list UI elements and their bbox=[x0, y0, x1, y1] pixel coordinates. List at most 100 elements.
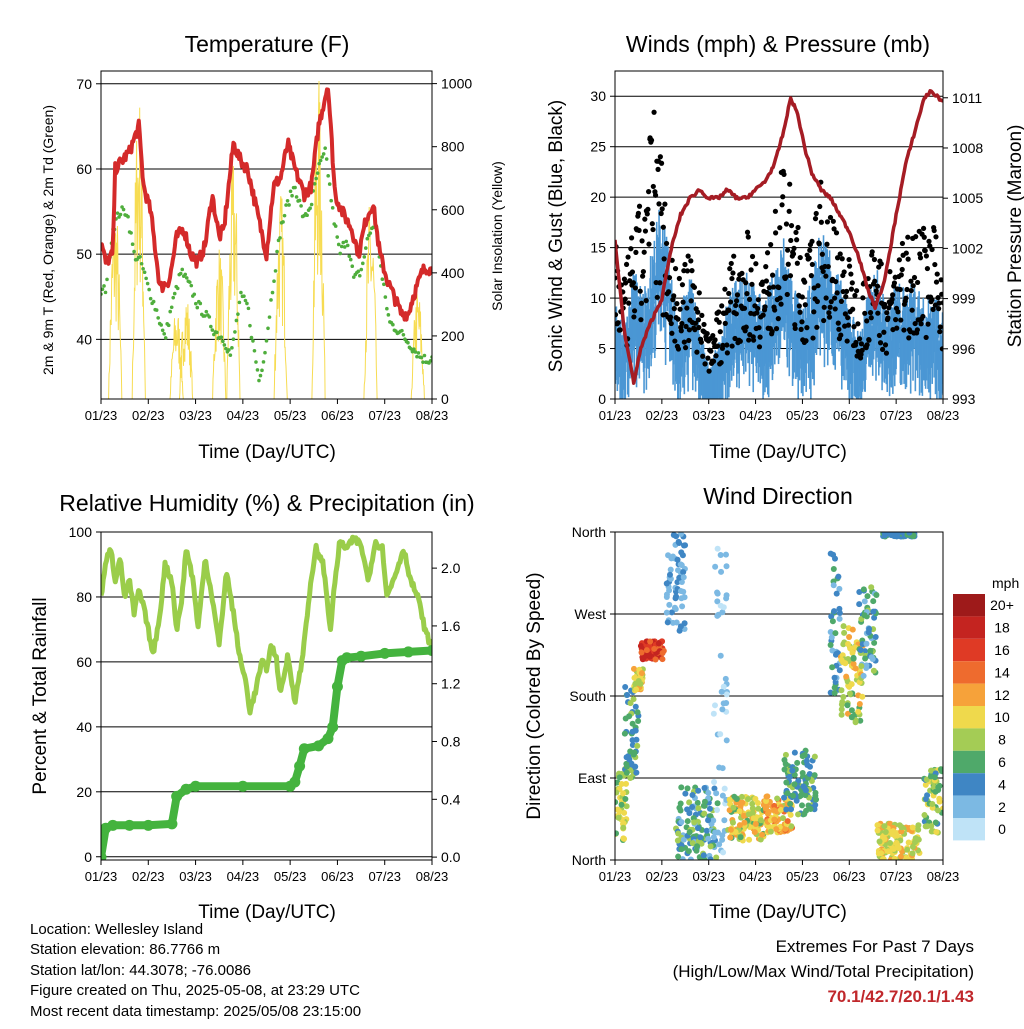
direction-point bbox=[726, 796, 733, 803]
gust-point bbox=[818, 219, 824, 225]
direction-point bbox=[633, 686, 640, 693]
direction-point bbox=[716, 841, 723, 848]
precipitation-point bbox=[327, 721, 339, 733]
gust-point bbox=[920, 225, 927, 232]
direction-point bbox=[723, 563, 730, 570]
gust-point bbox=[675, 346, 682, 352]
direction-point bbox=[909, 843, 916, 850]
direction-point bbox=[719, 609, 726, 616]
gust-point bbox=[726, 307, 732, 313]
gust-point bbox=[842, 311, 848, 317]
gust-point bbox=[811, 309, 817, 315]
gust-point bbox=[874, 283, 881, 289]
direction-point bbox=[664, 619, 671, 626]
gust-point bbox=[777, 225, 783, 231]
direction-point bbox=[832, 651, 839, 658]
direction-chart: 20+ 18 16 14 12 10 8 6 4 2 0 North East South West Nort… bbox=[569, 524, 1013, 884]
direction-point bbox=[767, 828, 774, 835]
direction-point bbox=[680, 836, 687, 843]
dewpoint-point bbox=[138, 254, 142, 259]
direction-point bbox=[710, 817, 717, 824]
gust-point bbox=[684, 268, 691, 274]
gust-point bbox=[640, 268, 646, 275]
direction-point bbox=[802, 792, 809, 799]
gust-point bbox=[871, 256, 878, 263]
direction-point bbox=[686, 810, 693, 817]
direction-point bbox=[771, 802, 778, 809]
direction-point bbox=[659, 656, 666, 663]
gust-point bbox=[676, 275, 682, 282]
gust-point bbox=[692, 320, 699, 326]
station-info: Location: Wellesley Island Station eleva… bbox=[30, 920, 361, 1022]
humidity-xlabel: Time (Day/UTC) bbox=[198, 902, 336, 923]
gust-point bbox=[914, 327, 920, 333]
dewpoint-point bbox=[288, 189, 293, 194]
gust-point bbox=[729, 343, 735, 349]
gust-point bbox=[708, 348, 714, 354]
direction-point bbox=[678, 846, 685, 853]
direction-point bbox=[621, 809, 628, 816]
direction-point bbox=[827, 641, 834, 648]
direction-point bbox=[663, 609, 670, 616]
dewpoint-point bbox=[239, 290, 243, 295]
gust-point bbox=[739, 270, 745, 276]
direction-point bbox=[729, 819, 736, 826]
gust-point bbox=[876, 332, 883, 339]
direction-point bbox=[848, 681, 855, 688]
direction-point bbox=[836, 585, 843, 592]
winds-y2tick-label: 1005 bbox=[952, 190, 983, 206]
gust-point bbox=[733, 302, 739, 309]
dewpoint-point bbox=[309, 202, 314, 207]
gust-point bbox=[728, 260, 734, 267]
direction-point bbox=[668, 609, 675, 616]
direction-point bbox=[859, 693, 866, 700]
gust-point bbox=[734, 292, 741, 298]
precipitation-point bbox=[166, 818, 178, 830]
direction-point bbox=[829, 618, 836, 625]
temperature-y2tick-label: 600 bbox=[441, 202, 465, 218]
gust-point bbox=[641, 249, 647, 255]
direction-point bbox=[898, 824, 905, 831]
gust-point bbox=[756, 344, 763, 350]
temperature-xtick-label: 05/23 bbox=[274, 408, 307, 423]
direction-point bbox=[857, 717, 864, 724]
temperature-xtick-label: 03/23 bbox=[179, 408, 212, 423]
direction-point bbox=[909, 850, 916, 857]
gust-point bbox=[668, 320, 674, 327]
direction-point bbox=[910, 533, 917, 540]
direction-point bbox=[835, 573, 842, 580]
solar-insolation-spike bbox=[131, 107, 146, 399]
direction-point bbox=[615, 799, 619, 806]
direction-point bbox=[850, 655, 857, 662]
precipitation-point bbox=[123, 819, 135, 831]
gust-point bbox=[682, 261, 688, 268]
direction-point bbox=[849, 649, 856, 656]
gust-point bbox=[640, 273, 646, 279]
direction-point bbox=[858, 663, 865, 670]
gust-point bbox=[937, 324, 943, 330]
gust-point bbox=[824, 241, 830, 247]
direction-point bbox=[836, 605, 843, 612]
gust-point bbox=[879, 346, 886, 353]
direction-point bbox=[912, 839, 919, 846]
direction-point bbox=[765, 808, 772, 815]
dewpoint-point bbox=[132, 249, 136, 254]
gust-point bbox=[827, 214, 834, 221]
humidity-ytick-label: 40 bbox=[76, 719, 92, 735]
gust-point bbox=[679, 282, 686, 288]
direction-xlabel: Time (Day/UTC) bbox=[709, 902, 847, 923]
recent-text: Most recent data timestamp: 2025/05/08 2… bbox=[30, 1002, 362, 1020]
gust-point bbox=[935, 295, 941, 301]
created-text: Figure created on Thu, 2025-05-08, at 23… bbox=[30, 982, 360, 1000]
direction-point bbox=[629, 728, 636, 735]
gust-point bbox=[895, 309, 901, 315]
gust-point bbox=[917, 255, 924, 261]
precipitation-point bbox=[331, 681, 343, 693]
direction-point bbox=[629, 741, 636, 748]
direction-point bbox=[745, 796, 752, 803]
gust-point bbox=[921, 234, 927, 240]
colorbar-label: 16 bbox=[994, 642, 1010, 658]
dewpoint-point bbox=[365, 236, 370, 241]
gust-point bbox=[939, 291, 943, 297]
precipitation-point bbox=[101, 851, 107, 860]
